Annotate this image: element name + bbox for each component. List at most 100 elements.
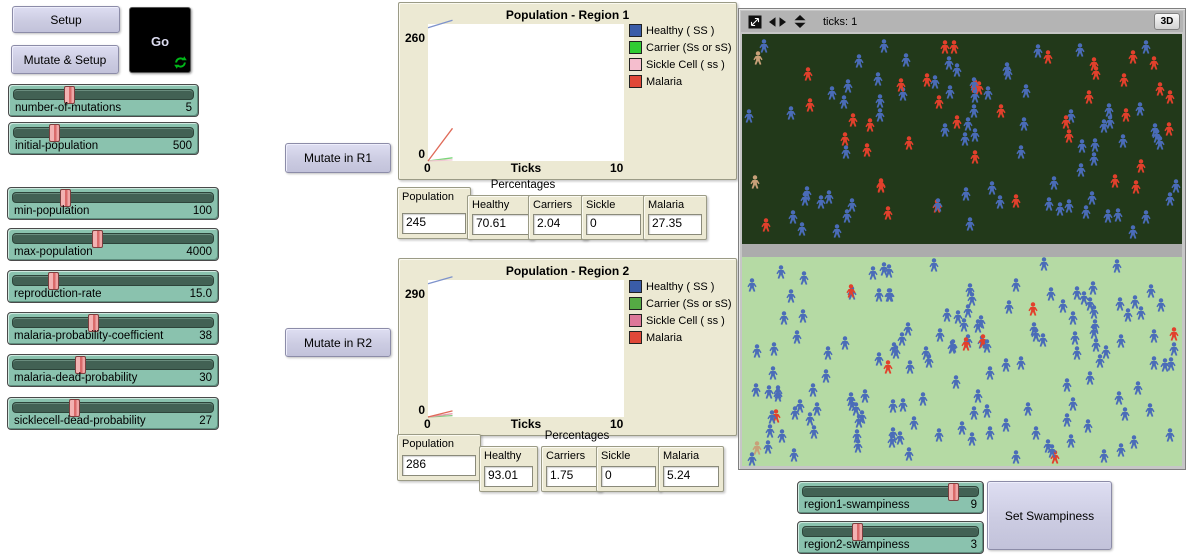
slider-min-population[interactable]: min-population 100: [7, 187, 219, 220]
slider-value: 5: [185, 102, 192, 114]
monitor-malaria-region1: Malaria 27.35: [643, 195, 707, 240]
person-agent: [883, 205, 894, 220]
slider-thumb[interactable]: [75, 356, 87, 374]
legend-swatch-healthy: [629, 280, 642, 293]
person-agent: [1149, 355, 1159, 370]
go-forever-button[interactable]: Go: [129, 7, 191, 73]
slider-thumb[interactable]: [69, 399, 81, 417]
person-agent: [982, 404, 993, 419]
monitor-healthy-region2: Healthy 93.01: [479, 446, 538, 492]
person-agent: [1083, 419, 1093, 433]
slider-track[interactable]: [13, 89, 194, 100]
vertical-arrows-icon[interactable]: [793, 15, 807, 28]
person-agent: [873, 71, 883, 86]
plot-title: Population - Region 2: [505, 264, 630, 278]
slider-track[interactable]: [13, 127, 194, 138]
person-agent: [1078, 290, 1089, 305]
person-agent: [1081, 205, 1091, 219]
set-swampiness-button[interactable]: Set Swampiness: [987, 481, 1112, 550]
person-agent: [803, 66, 813, 81]
person-agent: [1112, 208, 1123, 222]
slider-track[interactable]: [12, 402, 214, 413]
slider-thumb[interactable]: [64, 86, 75, 104]
slider-track[interactable]: [12, 359, 214, 370]
person-agent: [752, 344, 762, 358]
person-agent: [744, 109, 754, 124]
monitor-label: Carriers: [533, 199, 573, 211]
x-axis-min-label: 0: [424, 417, 431, 431]
person-agent: [1171, 179, 1181, 194]
person-agent: [1068, 311, 1078, 325]
monitor-value: 1.75: [546, 466, 597, 487]
slider-track[interactable]: [12, 317, 214, 328]
person-agent: [1046, 286, 1056, 301]
horizontal-arrows-icon[interactable]: [769, 16, 786, 28]
slider-track[interactable]: [802, 486, 979, 497]
monitor-label: Malaria: [648, 199, 685, 211]
ticks-counter: ticks: 1: [823, 15, 858, 28]
person-agent: [1128, 50, 1138, 65]
person-agent: [1141, 210, 1151, 225]
person-agent: [751, 383, 761, 397]
resize-view-icon[interactable]: [748, 15, 762, 29]
view-3d-button[interactable]: 3D: [1154, 13, 1180, 30]
slider-sicklecell-dead-probability[interactable]: sicklecell-dead-probability 27: [7, 397, 219, 430]
slider-thumb[interactable]: [948, 483, 960, 501]
person-agent: [935, 327, 945, 342]
person-agent: [1028, 302, 1038, 316]
person-agent: [1039, 257, 1049, 272]
slider-number-of-mutations[interactable]: number-of-mutations 5: [8, 84, 199, 117]
region1-swamp-area[interactable]: [742, 34, 1182, 244]
mutate-in-r1-label: Mutate in R1: [303, 151, 373, 165]
person-agent: [1021, 83, 1031, 98]
person-agent: [1076, 163, 1086, 178]
person-agent: [942, 308, 952, 322]
slider-thumb[interactable]: [851, 523, 863, 541]
slider-region1-swampiness[interactable]: region1-swampiness 9: [797, 481, 984, 514]
slider-region2-swampiness[interactable]: region2-swampiness 3: [797, 521, 984, 554]
person-agent: [960, 132, 970, 146]
mutate-in-r2-label: Mutate in R2: [303, 335, 373, 350]
slider-thumb[interactable]: [48, 124, 60, 142]
mutate-in-r2-button[interactable]: Mutate in R2: [285, 328, 391, 357]
person-agent: [1166, 357, 1176, 372]
slider-thumb[interactable]: [92, 230, 104, 248]
world-canvas[interactable]: [742, 34, 1182, 466]
slider-track[interactable]: [12, 192, 214, 203]
go-button-label: Go: [150, 34, 170, 49]
person-agent: [1023, 402, 1033, 417]
slider-thumb[interactable]: [88, 314, 100, 332]
person-agent: [879, 39, 889, 54]
slider-max-population[interactable]: max-population 4000: [7, 228, 219, 261]
person-agent: [1002, 61, 1012, 76]
slider-malaria-dead-probability[interactable]: malaria-dead-probability 30: [7, 354, 219, 387]
slider-initial-population[interactable]: initial-population 500: [8, 122, 199, 155]
legend-item-sickle: Sickle Cell ( ss ): [629, 312, 732, 329]
slider-track[interactable]: [12, 275, 214, 286]
slider-track[interactable]: [12, 233, 214, 244]
person-agent: [904, 446, 914, 461]
person-agent: [888, 398, 898, 413]
slider-track[interactable]: [802, 526, 979, 537]
person-agent: [857, 410, 867, 424]
person-agent: [1140, 40, 1151, 55]
plot-legend: Healthy ( SS ) Carrier (Ss or sS) Sickle…: [629, 278, 732, 346]
mutate-and-setup-button[interactable]: Mutate & Setup: [11, 45, 119, 74]
region2-dry-area[interactable]: [742, 257, 1182, 466]
person-agent: [948, 339, 958, 353]
person-agent: [1043, 50, 1053, 65]
person-agent: [779, 310, 789, 325]
monitor-label: Population: [402, 438, 454, 450]
person-agent: [827, 86, 837, 100]
person-agent: [1064, 129, 1074, 144]
slider-reproduction-rate[interactable]: reproduction-rate 15.0: [7, 270, 219, 303]
person-agent: [874, 288, 884, 302]
monitor-value: 286: [402, 455, 476, 476]
slider-malaria-probability-coefficient[interactable]: malaria-probability-coefficient 38: [7, 312, 219, 345]
slider-thumb[interactable]: [59, 189, 71, 207]
slider-thumb[interactable]: [48, 272, 60, 290]
mutate-in-r1-button[interactable]: Mutate in R1: [285, 143, 391, 173]
slider-value: 4000: [186, 246, 212, 258]
setup-button[interactable]: Setup: [12, 6, 120, 33]
person-agent: [843, 79, 853, 94]
